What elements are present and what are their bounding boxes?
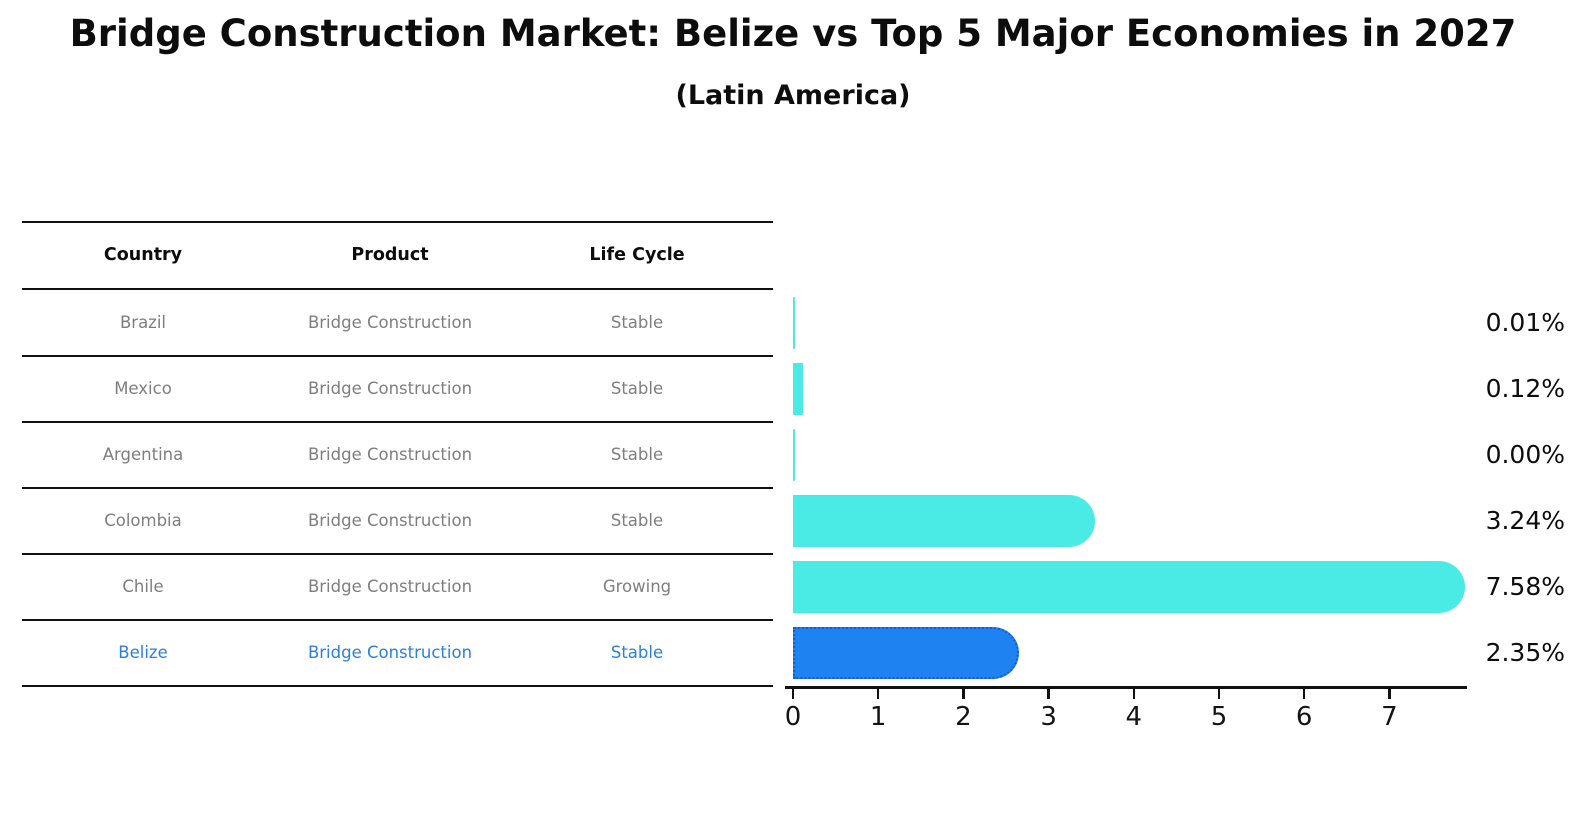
life-cycle-cell: Growing	[602, 577, 672, 596]
table-row: Mexico Bridge Construction Stable	[22, 356, 773, 422]
table-row: Chile Bridge Construction Growing	[22, 554, 773, 620]
table-header-row: Country Product Life Cycle	[22, 222, 773, 288]
x-axis-tick-mark	[876, 689, 880, 699]
product-cell: Bridge Construction	[307, 445, 473, 464]
table-row-divider	[22, 553, 773, 555]
bar-value-label: 2.35%	[1485, 638, 1565, 667]
column-header-life-cycle: Life Cycle	[589, 245, 685, 265]
bar-belize-highlighted	[793, 627, 1020, 679]
x-axis-line	[785, 686, 1467, 689]
column-header-product: Product	[351, 245, 429, 265]
bar	[793, 363, 804, 415]
column-header-country: Country	[103, 245, 183, 265]
x-axis-tick-label: 3	[1040, 702, 1057, 732]
product-cell: Bridge Construction	[307, 313, 473, 332]
x-axis-tick-label: 2	[955, 702, 972, 732]
x-axis-tick-mark	[1047, 689, 1050, 699]
country-cell: Mexico	[114, 379, 172, 398]
bar	[793, 429, 795, 481]
x-axis-tick-label: 6	[1295, 702, 1313, 732]
x-axis-tick-mark	[1132, 689, 1136, 699]
x-axis-tick-mark	[791, 689, 795, 699]
bar-value-label: 0.01%	[1485, 308, 1565, 337]
bar-value-label: 7.58%	[1485, 572, 1565, 601]
table-header-border	[22, 288, 773, 290]
x-axis-tick-label: 0	[784, 702, 802, 732]
product-cell: Bridge Construction	[307, 511, 473, 530]
x-axis-tick-label: 5	[1210, 702, 1228, 732]
country-cell: Brazil	[119, 313, 167, 332]
table-bottom-border	[22, 685, 773, 687]
bar	[793, 297, 795, 349]
life-cycle-cell: Stable	[610, 313, 664, 332]
product-cell: Bridge Construction	[307, 379, 473, 398]
country-cell: Chile	[122, 577, 164, 596]
table-top-border	[22, 221, 773, 223]
x-axis-tick-label: 4	[1125, 702, 1143, 732]
life-cycle-cell: Stable	[610, 379, 664, 398]
table-row-divider	[22, 355, 773, 357]
table-row: Colombia Bridge Construction Stable	[22, 488, 773, 554]
table-row-divider	[22, 619, 773, 621]
bar-value-label: 3.24%	[1485, 506, 1565, 535]
life-cycle-cell: Stable	[610, 511, 664, 530]
x-axis-tick-mark	[962, 689, 965, 699]
table-row-divider	[22, 421, 773, 423]
country-cell: Colombia	[104, 511, 182, 530]
x-axis-tick-mark	[1217, 689, 1221, 699]
bar-value-label: 0.00%	[1485, 440, 1565, 469]
table-row: Brazil Bridge Construction Stable	[22, 290, 773, 356]
product-cell: Bridge Construction	[307, 577, 473, 596]
table-row-divider	[22, 487, 773, 489]
table-row-belize-highlighted: Belize Bridge Construction Stable	[22, 620, 773, 686]
chart-subtitle: (Latin America)	[675, 80, 911, 111]
life-cycle-cell: Stable	[610, 643, 664, 662]
x-axis-tick-label: 7	[1381, 702, 1398, 732]
table-row: Argentina Bridge Construction Stable	[22, 422, 773, 488]
x-axis-tick-mark	[1388, 689, 1391, 699]
bar	[793, 495, 1096, 547]
bar	[793, 561, 1465, 613]
country-cell: Argentina	[102, 445, 184, 464]
country-cell: Belize	[118, 643, 168, 662]
chart-title: Bridge Construction Market: Belize vs To…	[69, 12, 1517, 55]
bar-value-label: 0.12%	[1485, 374, 1565, 403]
product-cell: Bridge Construction	[307, 643, 473, 662]
x-axis-tick-label: 1	[869, 702, 887, 732]
life-cycle-cell: Stable	[610, 445, 664, 464]
x-axis-tick-mark	[1302, 689, 1306, 699]
